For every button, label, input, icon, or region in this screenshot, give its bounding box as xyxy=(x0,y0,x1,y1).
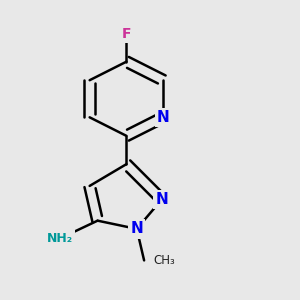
Text: CH₃: CH₃ xyxy=(153,254,175,267)
Text: N: N xyxy=(155,192,168,207)
Text: NH₂: NH₂ xyxy=(47,232,73,245)
Text: F: F xyxy=(122,27,131,41)
Text: N: N xyxy=(157,110,169,125)
Text: N: N xyxy=(130,221,143,236)
